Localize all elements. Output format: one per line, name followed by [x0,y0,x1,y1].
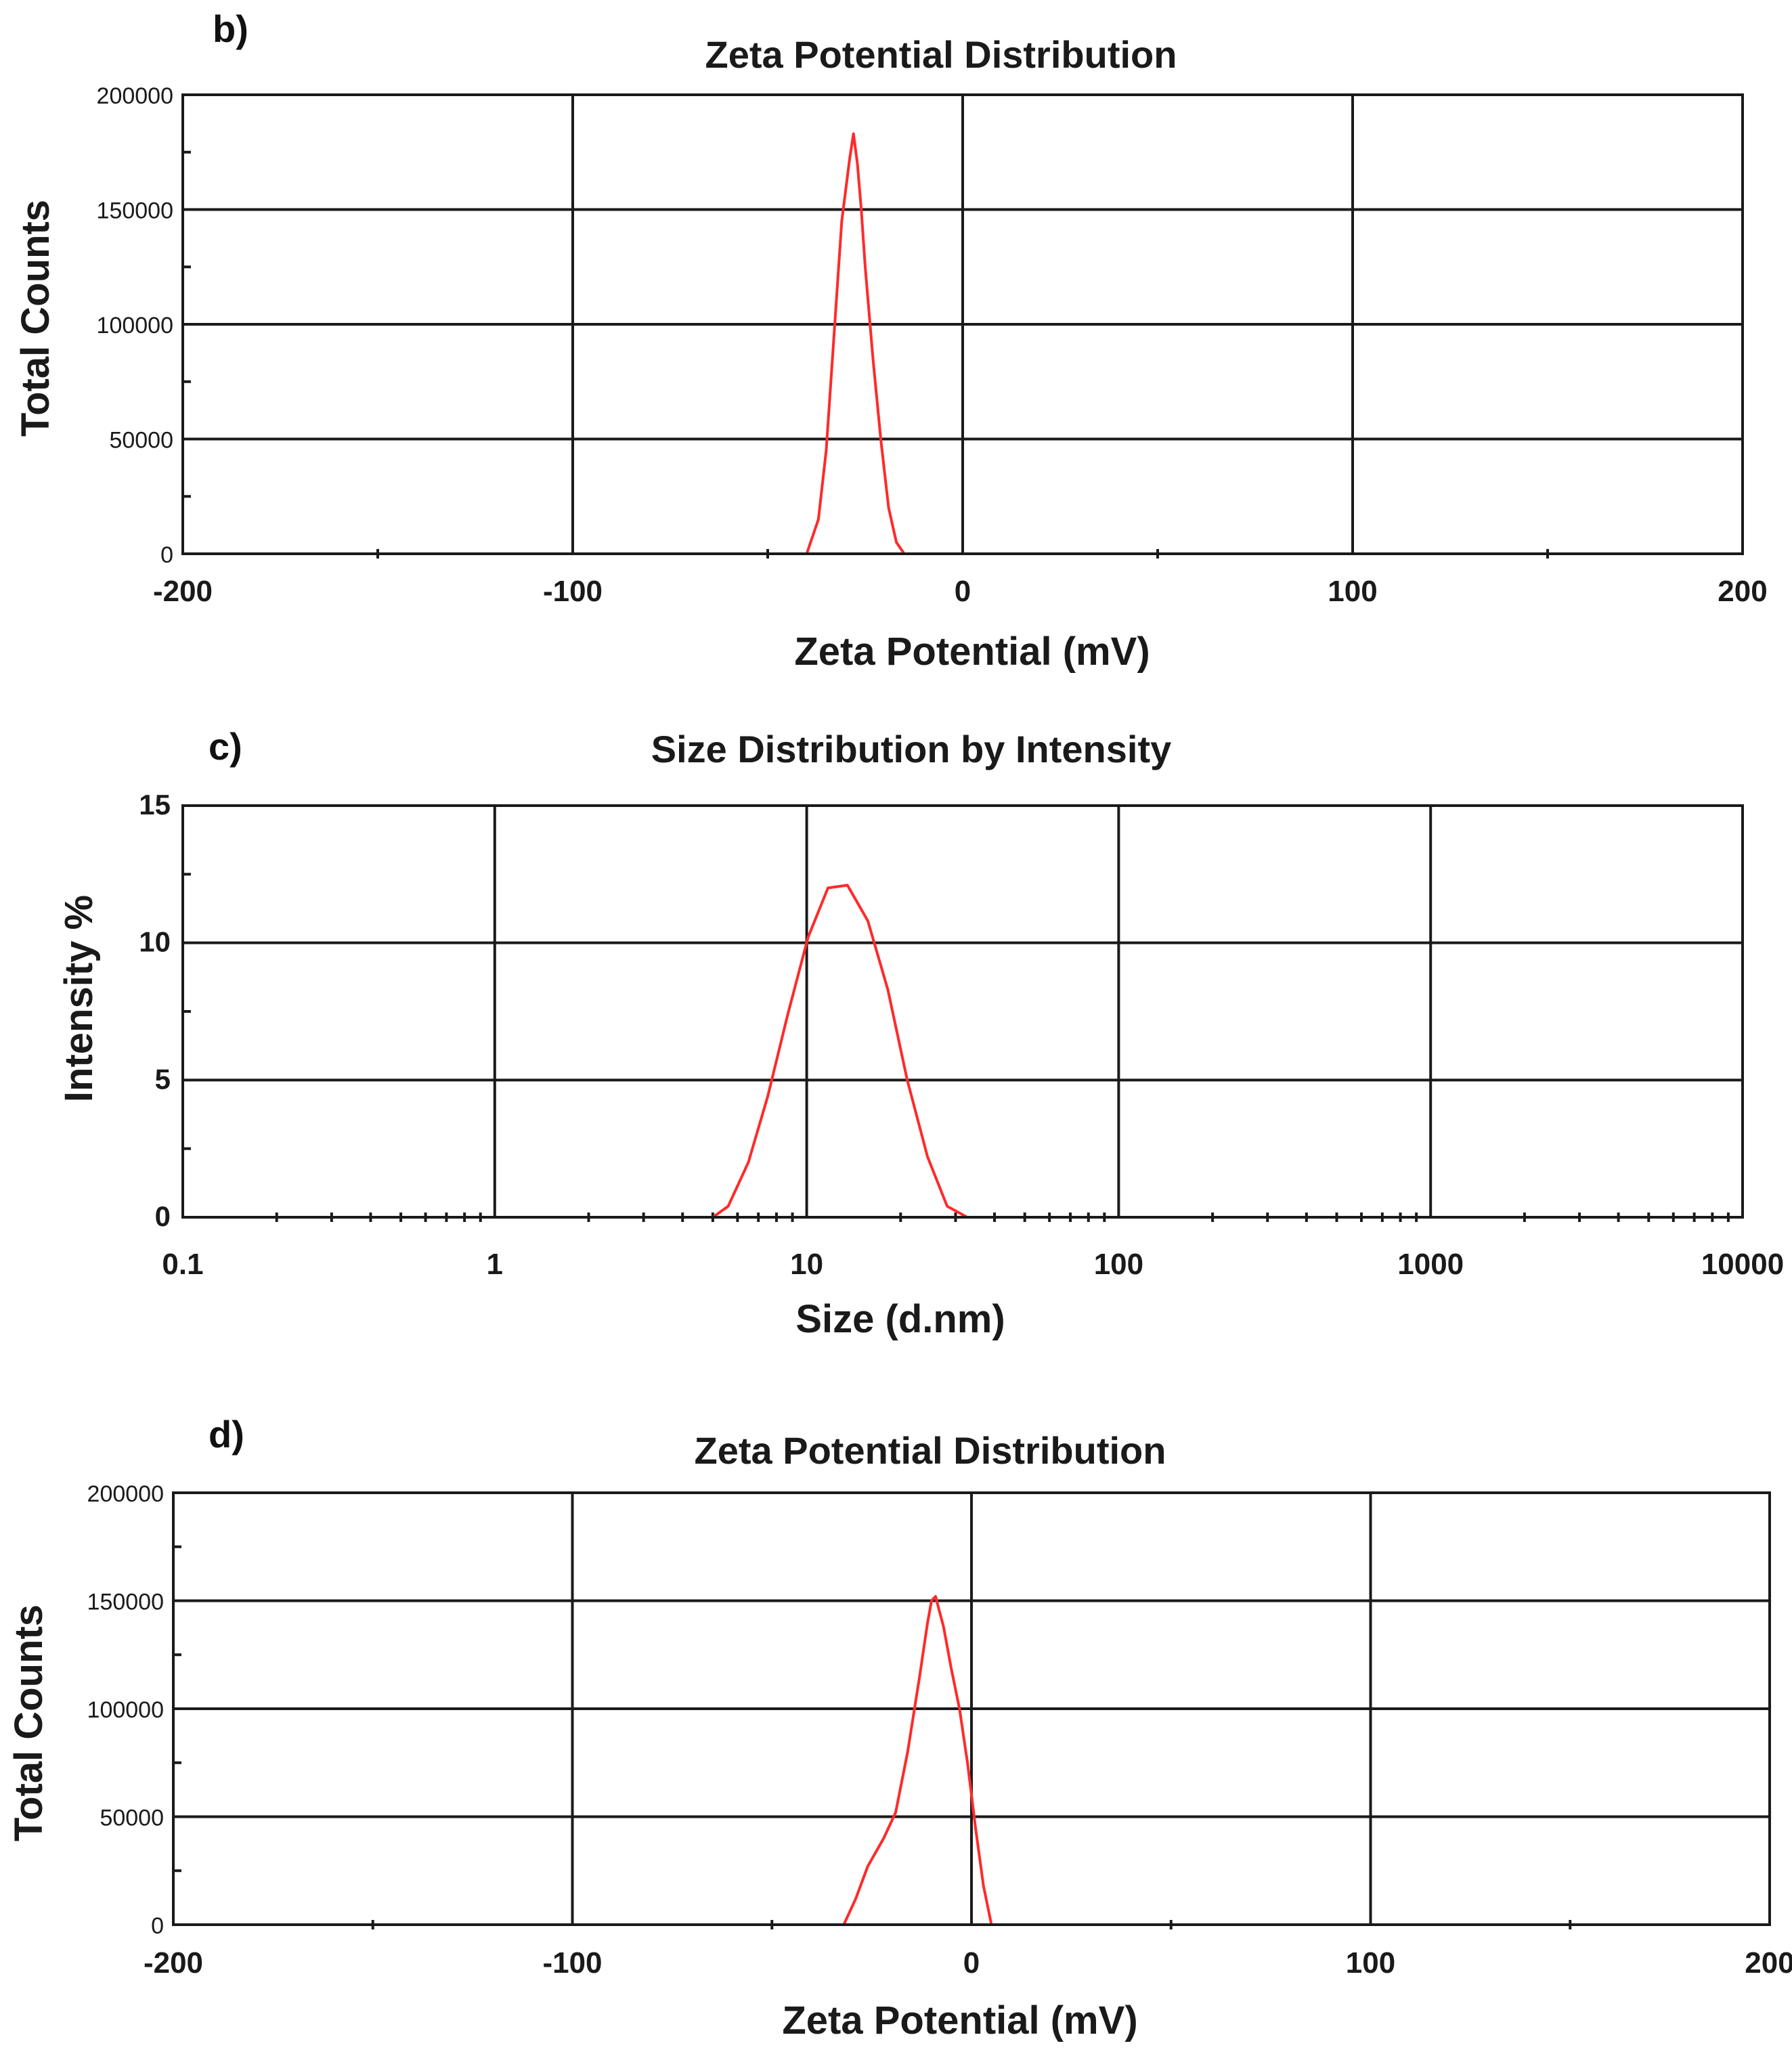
x-axis-label: Zeta Potential (mV) [782,1998,1137,2042]
zeta-chart-b: b) Zeta Potential Distribution 0 50000 100… [14,7,1768,674]
y-tick-label: 100000 [97,313,173,338]
y-tick-label: 150000 [97,198,173,224]
minor-ticks [183,873,1730,1222]
x-tick-label: -100 [542,1946,602,1980]
y-tick-label: 200000 [97,83,173,109]
x-tick-label: 10 [790,1248,823,1281]
plot-frame [181,93,1744,555]
y-tick-labels: 0 5 10 15 [139,789,171,1232]
y-tick-label: 50000 [100,1806,164,1831]
zeta-chart-d: d) Zeta Potential Distribution 0 50000 100… [7,1413,1792,2042]
y-tick-label: 0 [155,1200,171,1232]
x-tick-label: 1000 [1397,1248,1464,1281]
x-tick-label: -200 [153,575,213,608]
x-tick-label: 0 [955,575,971,608]
chart-title: Size Distribution by Intensity [651,728,1172,770]
series-line [370,883,1580,1219]
y-tick-label: 15 [139,789,171,821]
x-tick-labels: -200 -100 0 100 200 [144,1946,1792,1980]
x-tick-label: 100 [1328,575,1377,608]
minor-ticks [183,150,1549,559]
series-line [372,1595,1571,1926]
x-tick-label: -200 [144,1946,203,1980]
y-tick-label: 5 [155,1063,171,1095]
y-tick-labels: 0 50000 100000 150000 200000 [87,1481,164,1939]
y-tick-labels: 0 50000 100000 150000 200000 [97,83,173,568]
x-tick-label: 1 [487,1248,503,1281]
y-tick-label: 200000 [87,1481,164,1507]
x-tick-label: -100 [543,575,603,608]
y-tick-label: 0 [151,1913,164,1939]
gridlines [181,804,1744,1219]
y-tick-label: 50000 [109,428,173,454]
y-tick-label: 150000 [87,1590,164,1615]
y-tick-label: 0 [160,542,173,568]
y-axis-label: Intensity % [57,895,101,1102]
series-line [378,132,1548,555]
y-axis-label: Total Counts [14,200,58,437]
series-layer [372,1595,1571,1926]
panel-label: c) [209,725,242,768]
size-chart-c: c) Size Distribution by Intensity 0 5 10 15… [57,725,1784,1341]
plot-frame [172,1491,1771,1926]
x-tick-label: 200 [1745,1946,1792,1980]
y-axis-label: Total Counts [7,1604,51,1841]
panel-label: b) [213,7,248,50]
chart-title: Zeta Potential Distribution [705,33,1177,76]
chart-title: Zeta Potential Distribution [695,1429,1166,1472]
x-tick-labels: -200 -100 0 100 200 [153,575,1768,608]
y-tick-label: 10 [139,926,171,958]
panel-label: d) [209,1413,244,1456]
x-tick-label: 0 [963,1946,980,1980]
x-tick-label: 100 [1346,1946,1395,1980]
y-tick-label: 100000 [87,1697,164,1723]
x-tick-label: 100 [1094,1248,1143,1281]
minor-ticks [173,1545,1572,1929]
gridlines [181,93,1744,555]
gridlines [172,1491,1771,1926]
x-tick-label: 10000 [1701,1248,1784,1281]
x-tick-label: 200 [1718,575,1767,608]
x-axis-label: Zeta Potential (mV) [794,630,1150,674]
x-axis-label: Size (d.nm) [795,1297,1005,1341]
series-layer [370,883,1580,1219]
series-layer [378,132,1548,555]
plot-frame [181,804,1744,1219]
x-tick-label: 0.1 [162,1248,203,1281]
x-tick-labels: 0.1 1 10 100 1000 10000 [162,1248,1784,1281]
